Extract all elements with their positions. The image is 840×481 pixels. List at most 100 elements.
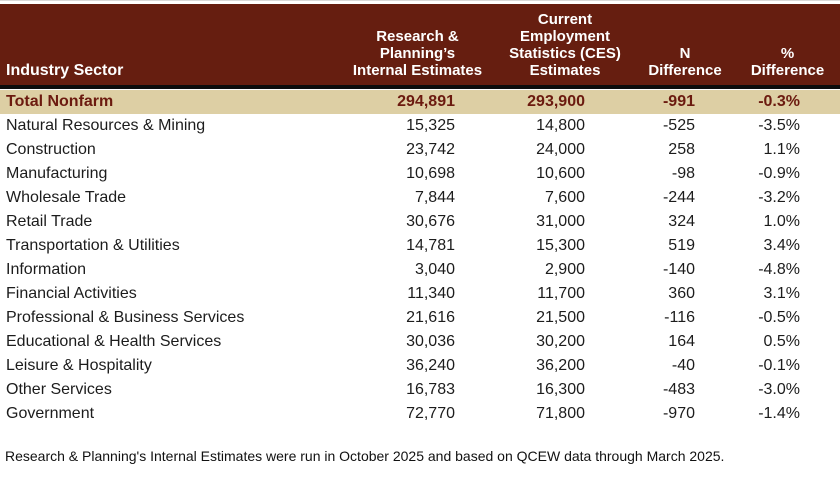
table-row: Retail Trade 30,676 31,000 324 1.0% bbox=[0, 210, 840, 234]
header-pctdiff-line2: Difference bbox=[750, 62, 825, 79]
cell-industry-sector: Other Services bbox=[6, 381, 112, 398]
table-row: Transportation & Utilities 14,781 15,300… bbox=[0, 234, 840, 258]
top-margin bbox=[0, 1, 840, 4]
cell-ces-estimate: 11,700 bbox=[537, 285, 585, 302]
cell-pct-difference: 3.4% bbox=[763, 237, 800, 254]
header-n-difference: N Difference bbox=[635, 4, 735, 85]
table-row: Government 72,770 71,800 -970 -1.4% bbox=[0, 402, 840, 426]
cell-n-difference: -98 bbox=[671, 165, 695, 182]
header-divider bbox=[0, 85, 840, 89]
table-row: Wholesale Trade 7,844 7,600 -244 -3.2% bbox=[0, 186, 840, 210]
header-ces-line1: Current bbox=[537, 11, 593, 28]
cell-industry-sector: Educational & Health Services bbox=[6, 333, 222, 350]
cell-internal-estimate: 21,616 bbox=[406, 309, 455, 326]
table-row: Professional & Business Services 21,616 … bbox=[0, 306, 840, 330]
cell-ces-estimate: 7,600 bbox=[544, 189, 585, 206]
header-industry-sector-label: Industry Sector bbox=[6, 62, 124, 79]
table-body: Total Nonfarm 294,891 293,900 -991 -0.3%… bbox=[0, 90, 840, 426]
header-ndiff-line2: Difference bbox=[648, 62, 722, 79]
cell-n-difference: -244 bbox=[662, 189, 695, 206]
cell-ces-estimate: 31,000 bbox=[536, 213, 585, 230]
cell-industry-sector: Wholesale Trade bbox=[6, 189, 127, 206]
cell-internal-estimate: 7,844 bbox=[414, 189, 455, 206]
cell-n-difference: 258 bbox=[668, 141, 695, 158]
table-row: Financial Activities 11,340 11,700 360 3… bbox=[0, 282, 840, 306]
cell-internal-estimate: 30,676 bbox=[406, 213, 455, 230]
cell-pct-difference: 3.1% bbox=[763, 285, 800, 302]
cell-internal-estimate: 11,340 bbox=[407, 285, 455, 302]
cell-internal-estimate: 23,742 bbox=[406, 141, 455, 158]
table-header-row: Industry Sector Research & Planning’s In… bbox=[0, 4, 840, 85]
cell-internal-estimate: 16,783 bbox=[406, 381, 455, 398]
cell-internal-estimate: 10,698 bbox=[406, 165, 455, 182]
cell-internal-estimate: 3,040 bbox=[414, 261, 455, 278]
cell-industry-sector: Professional & Business Services bbox=[6, 309, 245, 326]
cell-n-difference: -116 bbox=[664, 309, 695, 326]
table-row: Leisure & Hospitality 36,240 36,200 -40 … bbox=[0, 354, 840, 378]
header-internal-estimates: Research & Planning’s Internal Estimates bbox=[340, 4, 495, 85]
cell-industry-sector: Total Nonfarm bbox=[6, 93, 114, 110]
cell-n-difference: -140 bbox=[662, 261, 695, 278]
cell-n-difference: 324 bbox=[668, 213, 695, 230]
cell-internal-estimate: 294,891 bbox=[397, 93, 455, 110]
table-row: Information 3,040 2,900 -140 -4.8% bbox=[0, 258, 840, 282]
cell-industry-sector: Government bbox=[6, 405, 95, 422]
cell-n-difference: 164 bbox=[668, 333, 695, 350]
cell-pct-difference: -1.4% bbox=[758, 405, 800, 422]
table-row: Construction 23,742 24,000 258 1.1% bbox=[0, 138, 840, 162]
cell-internal-estimate: 36,240 bbox=[406, 357, 455, 374]
header-internal-line1: Research & bbox=[376, 28, 459, 45]
cell-industry-sector: Financial Activities bbox=[6, 285, 137, 302]
cell-n-difference: -40 bbox=[671, 357, 695, 374]
table-row: Natural Resources & Mining 15,325 14,800… bbox=[0, 114, 840, 138]
cell-ces-estimate: 10,600 bbox=[536, 165, 585, 182]
cell-internal-estimate: 30,036 bbox=[406, 333, 455, 350]
cell-internal-estimate: 72,770 bbox=[406, 405, 455, 422]
cell-ces-estimate: 16,300 bbox=[536, 381, 585, 398]
header-ces-estimates: Current Employment Statistics (CES) Esti… bbox=[495, 4, 635, 85]
header-internal-line2: Planning’s bbox=[379, 45, 456, 62]
cell-n-difference: -525 bbox=[662, 117, 695, 134]
cell-internal-estimate: 14,781 bbox=[406, 237, 455, 254]
cell-ces-estimate: 15,300 bbox=[536, 237, 585, 254]
header-pctdiff-line1: % bbox=[780, 45, 795, 62]
cell-ces-estimate: 14,800 bbox=[536, 117, 585, 134]
cell-pct-difference: -0.5% bbox=[758, 309, 800, 326]
cell-industry-sector: Manufacturing bbox=[6, 165, 108, 182]
footnote: Research & Planning's Internal Estimates… bbox=[5, 448, 725, 464]
table-row: Total Nonfarm 294,891 293,900 -991 -0.3% bbox=[0, 90, 840, 114]
cell-pct-difference: -3.2% bbox=[758, 189, 800, 206]
cell-internal-estimate: 15,325 bbox=[406, 117, 455, 134]
cell-pct-difference: 1.0% bbox=[763, 213, 800, 230]
cell-pct-difference: -0.9% bbox=[758, 165, 800, 182]
header-ndiff-line1: N bbox=[679, 45, 691, 62]
cell-industry-sector: Leisure & Hospitality bbox=[6, 357, 152, 374]
cell-ces-estimate: 21,500 bbox=[536, 309, 585, 326]
cell-n-difference: 519 bbox=[668, 237, 695, 254]
header-ces-line4: Estimates bbox=[529, 62, 601, 79]
cell-pct-difference: -4.8% bbox=[758, 261, 800, 278]
cell-ces-estimate: 2,900 bbox=[544, 261, 585, 278]
cell-n-difference: -483 bbox=[662, 381, 695, 398]
cell-industry-sector: Natural Resources & Mining bbox=[6, 117, 206, 134]
header-industry-sector: Industry Sector bbox=[0, 4, 340, 85]
table-row: Manufacturing 10,698 10,600 -98 -0.9% bbox=[0, 162, 840, 186]
header-pct-difference: % Difference bbox=[735, 4, 840, 85]
cell-ces-estimate: 36,200 bbox=[536, 357, 585, 374]
header-internal-line3: Internal Estimates bbox=[352, 62, 483, 79]
cell-pct-difference: 0.5% bbox=[763, 333, 800, 350]
header-ces-line2: Employment bbox=[519, 28, 610, 45]
cell-industry-sector: Retail Trade bbox=[6, 213, 93, 230]
cell-ces-estimate: 30,200 bbox=[536, 333, 585, 350]
cell-industry-sector: Construction bbox=[6, 141, 96, 158]
cell-pct-difference: -0.1% bbox=[758, 357, 800, 374]
cell-ces-estimate: 24,000 bbox=[536, 141, 585, 158]
header-divider-gap bbox=[0, 89, 840, 90]
table-row: Other Services 16,783 16,300 -483 -3.0% bbox=[0, 378, 840, 402]
cell-pct-difference: 1.1% bbox=[763, 141, 800, 158]
cell-industry-sector: Information bbox=[6, 261, 87, 278]
header-ces-line3: Statistics (CES) bbox=[509, 45, 621, 62]
cell-pct-difference: -3.0% bbox=[758, 381, 800, 398]
cell-n-difference: 360 bbox=[668, 285, 695, 302]
